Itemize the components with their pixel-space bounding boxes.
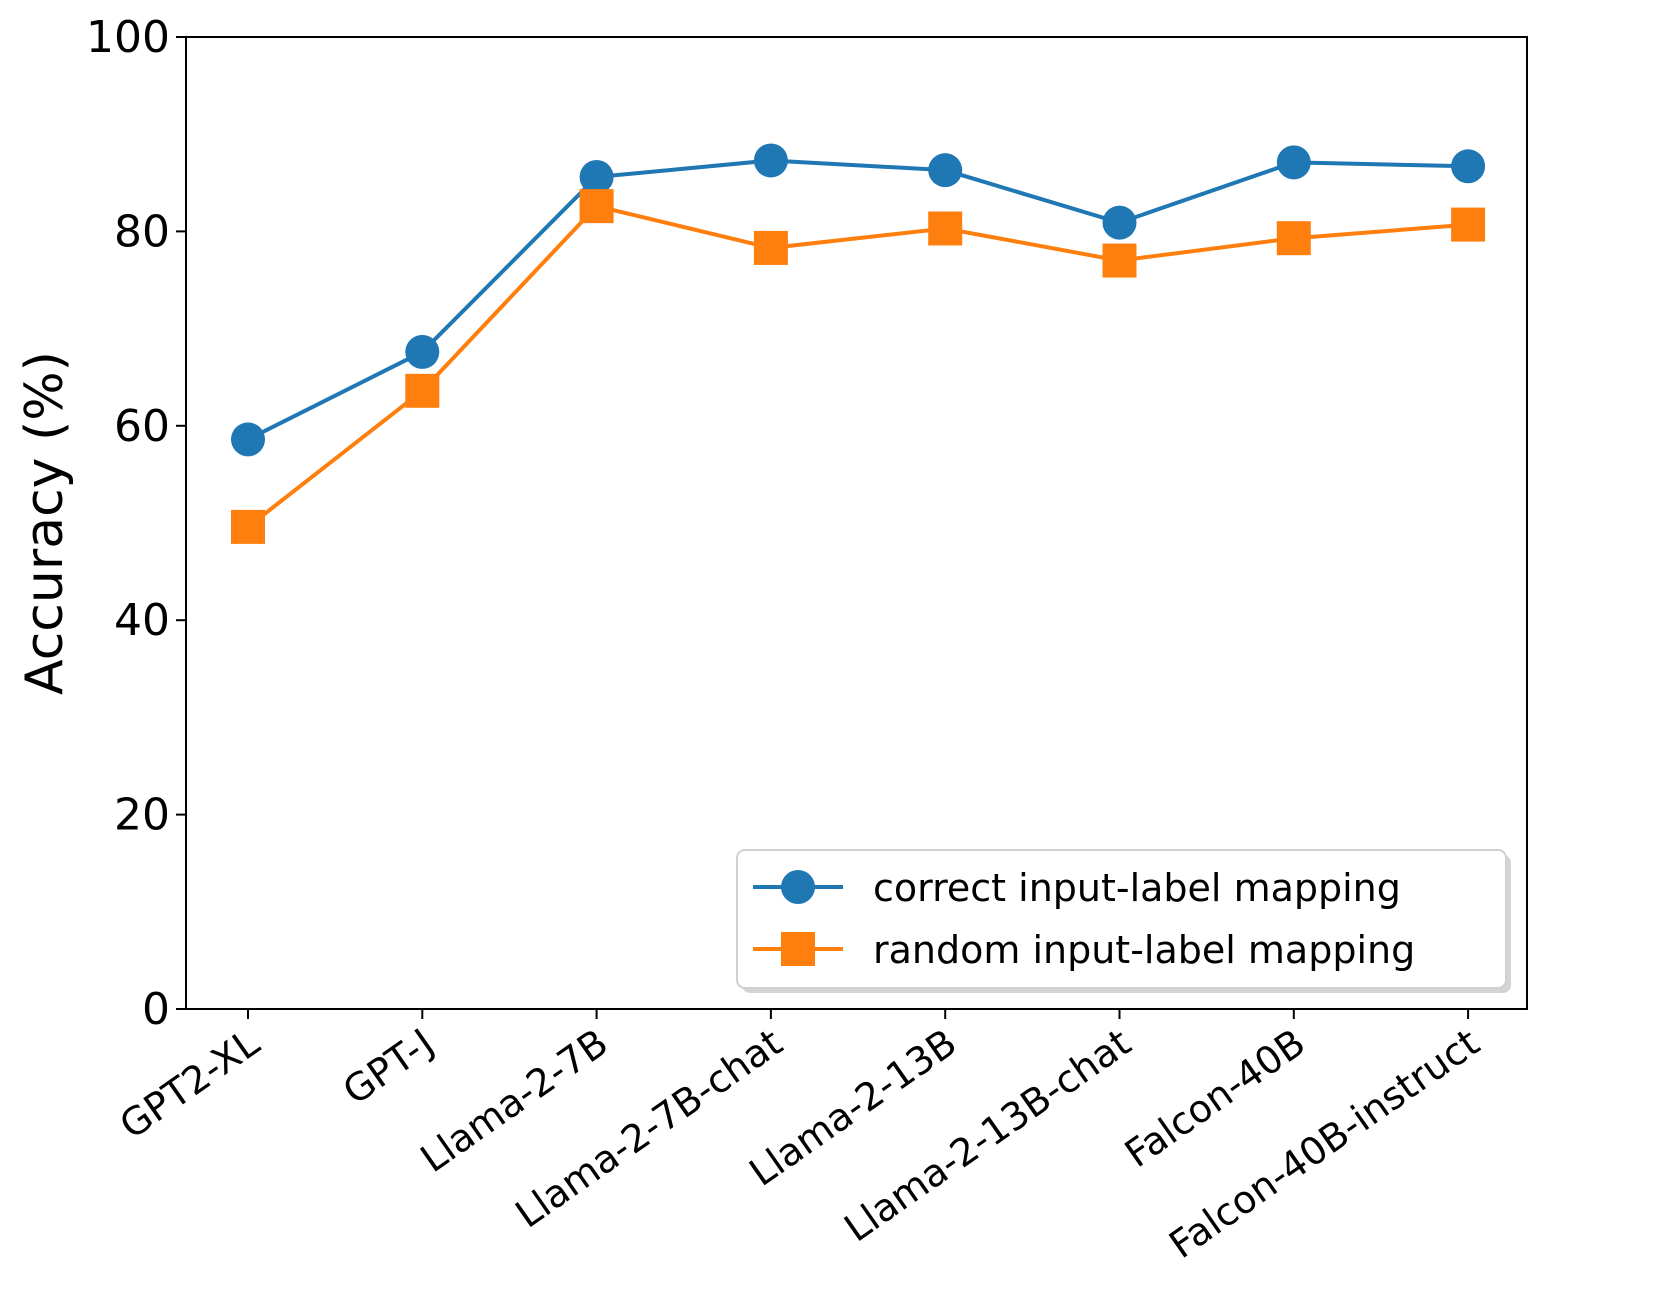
y-tick-label: 100 [86,12,170,63]
data-point [753,230,788,265]
data-point [231,509,265,544]
data-point [753,143,788,178]
legend: correct input-label mapping random input-… [736,849,1511,993]
y-tick-label: 80 [114,206,170,257]
legend-label: random input-label mapping [873,928,1415,972]
data-point [1451,149,1486,184]
data-point [231,422,265,457]
y-tick-label: 40 [114,595,170,646]
y-tick-label: 0 [142,984,170,1035]
series-line [247,158,1469,442]
series-line [246,203,1469,529]
series-layer [231,143,1486,544]
legend-marker [781,870,815,904]
y-tick-label: 60 [114,401,170,452]
y-tick-label: 20 [114,790,170,841]
data-point [1102,205,1137,240]
data-point [1102,243,1137,278]
data-point [928,153,963,188]
y-axis-label: Accuracy (%) [15,351,75,695]
legend-box [736,849,1507,989]
data-point [579,159,614,194]
data-point [1276,145,1311,180]
legend-label: correct input-label mapping [873,866,1401,910]
y-axis-ticks: 0 20 40 60 80 100 [86,12,186,1035]
data-point [579,189,614,224]
data-point [1276,221,1311,256]
data-point [405,373,440,408]
plot-frame [185,36,1528,1010]
legend-marker [781,932,815,966]
data-point [928,211,963,246]
data-point [1451,207,1486,242]
data-point [405,334,440,369]
